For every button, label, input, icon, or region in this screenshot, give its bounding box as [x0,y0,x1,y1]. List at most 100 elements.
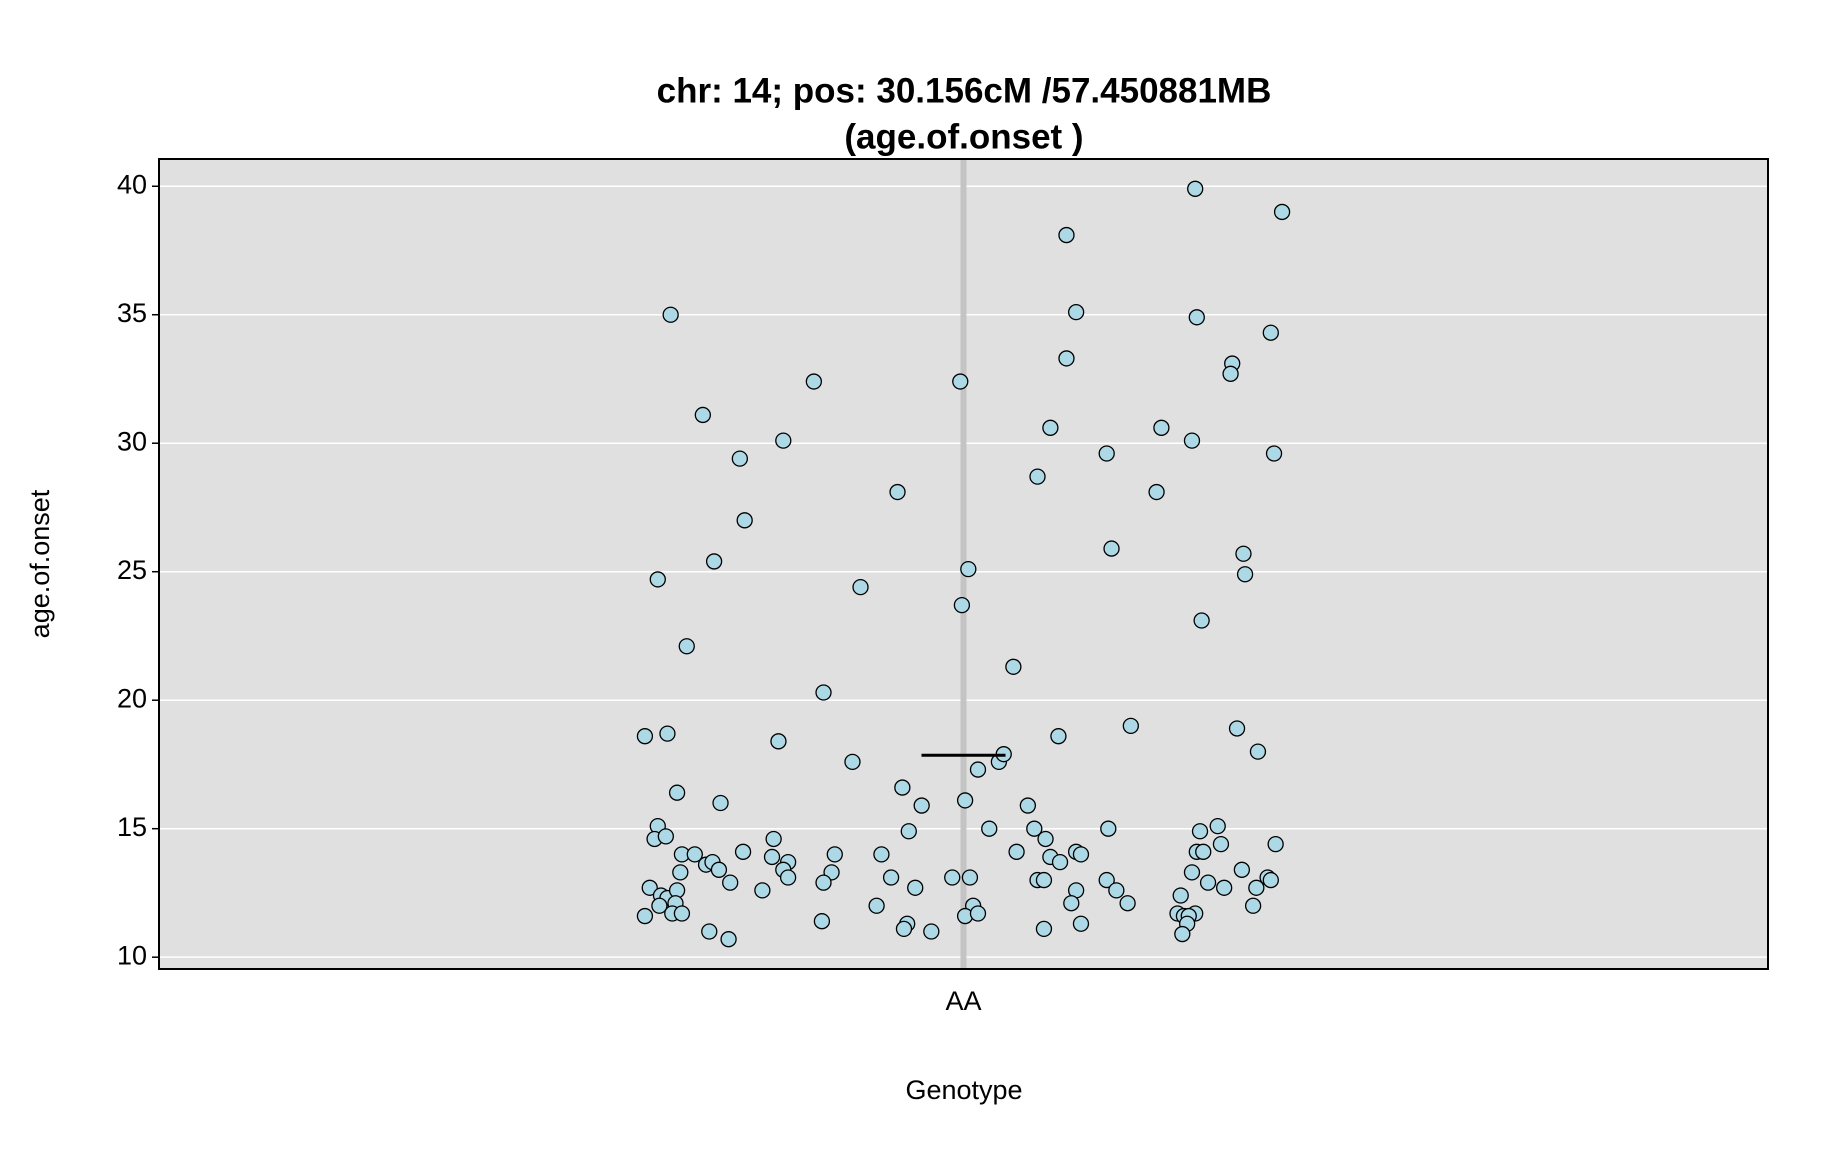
point [710,861,728,878]
point [1029,468,1046,485]
point [754,882,771,899]
point [734,843,752,860]
point [1148,483,1165,501]
point [649,571,666,588]
point [775,432,792,449]
point [1063,895,1080,912]
point [1248,879,1265,896]
y-tick-label: 30 [117,426,147,456]
point [720,931,737,948]
y-tick-label: 20 [117,683,147,713]
point [1108,882,1125,899]
point [969,905,987,922]
point [1174,925,1191,943]
point [763,848,781,866]
point [969,761,987,778]
point [636,907,654,925]
chart-title: (age.of.onset ) [844,117,1083,156]
point [672,864,689,881]
point [1267,835,1284,853]
point [1172,887,1189,904]
chart-title: chr: 14; pos: 30.156cM /57.450881MB [657,71,1272,110]
x-axis-title: Genotype [905,1075,1022,1105]
y-tick-label: 40 [117,169,147,199]
point [1183,432,1201,449]
point [731,450,748,467]
y-tick-label: 10 [117,940,147,970]
point [944,869,961,886]
point [712,794,729,812]
y-tick-label: 15 [117,812,147,842]
point [1067,304,1085,321]
y-axis-title: age.of.onset [25,489,55,638]
plot-frame [158,158,1769,970]
point [1119,895,1136,912]
point [1050,728,1067,745]
point [1244,897,1262,914]
y-tick-label: 35 [117,298,147,328]
point [1153,419,1170,436]
point [1187,180,1204,197]
point [1100,820,1117,837]
point [659,725,676,742]
point [1262,324,1279,341]
point [1228,720,1246,737]
point [1216,879,1233,896]
point [1019,797,1037,814]
point [1193,612,1210,629]
point [900,823,917,840]
point [657,828,674,845]
point [678,638,695,655]
point [770,733,787,750]
point [923,923,940,940]
point [1235,545,1252,562]
point [736,512,753,529]
point [1191,823,1209,840]
point [1008,843,1025,860]
point [722,874,739,891]
point [641,879,658,896]
point [1236,566,1254,583]
point [961,869,979,886]
point [1072,915,1090,932]
point [1098,445,1115,462]
point [673,905,691,922]
point [668,784,686,801]
point [813,913,831,930]
point [981,820,998,837]
point [907,879,924,896]
point [1058,350,1075,367]
point [705,553,723,570]
point [1249,743,1267,760]
point [1005,658,1022,675]
point [852,578,869,596]
point [956,792,974,809]
point [895,920,913,938]
point [1233,861,1251,878]
point [1265,445,1283,462]
point [1222,365,1239,382]
point [868,897,885,914]
point [1209,817,1226,835]
y-tick-label: 25 [117,555,147,585]
point [779,869,797,886]
point [1122,717,1139,735]
point [952,373,969,390]
point [636,728,654,745]
point [844,753,861,771]
point [1035,871,1053,889]
point [1262,871,1279,889]
point [1037,830,1054,848]
point [1199,874,1217,891]
point [882,869,900,886]
point [686,846,703,863]
point [960,560,977,578]
point [873,846,890,863]
point [1035,920,1053,938]
point [1026,820,1043,837]
point [894,779,911,796]
point [1042,419,1059,436]
point [815,684,832,701]
point [662,306,679,323]
